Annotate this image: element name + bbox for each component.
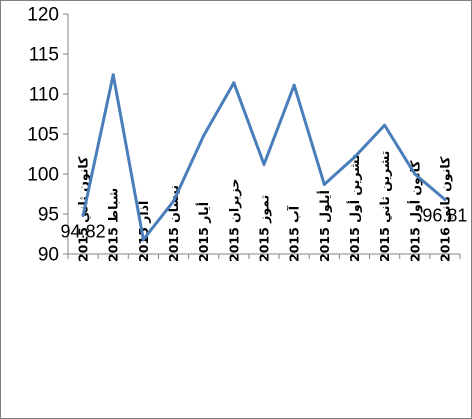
data-point <box>292 83 296 87</box>
x-tick-label: تشرين ثاني 2015 <box>377 151 392 262</box>
x-tick-label: كانون ثاني 2016 <box>437 156 452 262</box>
y-tick-label: 120 <box>27 5 59 26</box>
y-tick-label: 115 <box>29 45 59 66</box>
x-tick-label: تموز 2015 <box>257 195 272 262</box>
data-point <box>172 199 176 203</box>
x-tick-label: آب 2015 <box>287 205 302 262</box>
series-layer <box>81 73 447 242</box>
data-point <box>202 134 206 138</box>
data-point <box>413 172 417 176</box>
y-axis-tick-labels: 90 95 100 105 110 115 120 <box>27 5 59 266</box>
x-tick-label: شباط 2015 <box>106 188 121 262</box>
y-tick-label: 90 <box>38 245 59 266</box>
data-point <box>141 238 145 242</box>
data-point <box>352 155 356 159</box>
x-tick-label: نيسان 2015 <box>166 185 181 262</box>
x-tick-label: تشرين أول 2015 <box>346 154 362 262</box>
data-labels: 94.82 96.81 <box>61 206 468 242</box>
data-point <box>262 162 266 166</box>
data-point <box>443 198 447 202</box>
data-point <box>322 182 326 186</box>
data-point <box>232 81 236 85</box>
axes <box>63 13 461 259</box>
data-label: 96.81 <box>422 206 467 226</box>
data-point <box>383 123 387 127</box>
y-tick-label: 95 <box>38 205 59 226</box>
data-point <box>111 73 115 77</box>
x-tick-label: كانون أول 2015 <box>406 160 422 262</box>
x-tick-label: حزيران 2015 <box>226 179 241 262</box>
data-label: 94.82 <box>61 221 106 241</box>
x-tick-label: أيلول 2015 <box>316 190 332 262</box>
y-tick-label: 110 <box>29 85 59 106</box>
x-tick-label: أيار 2015 <box>195 202 211 262</box>
data-point <box>81 213 85 217</box>
y-tick-label: 105 <box>27 125 59 146</box>
y-tick-label: 100 <box>27 165 59 186</box>
